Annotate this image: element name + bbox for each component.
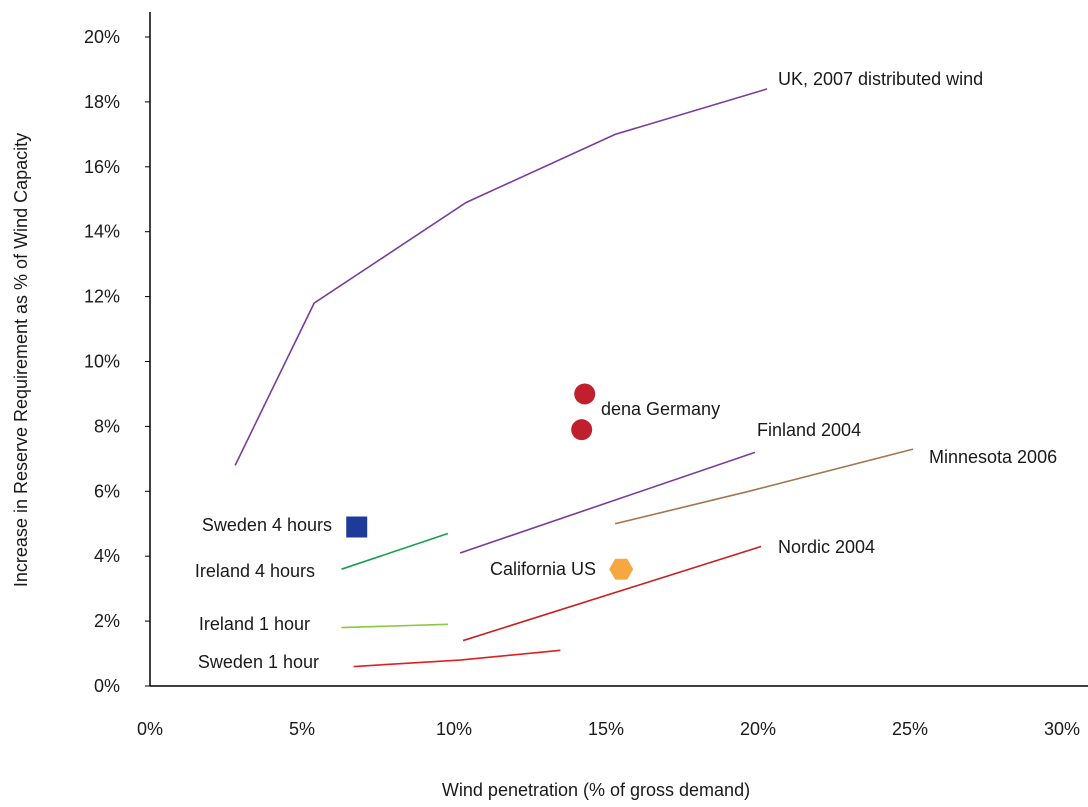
series-line-sweden-1-hour [353, 649, 561, 668]
series-label-ireland-1-hour: Ireland 1 hour [199, 614, 310, 634]
y-tick-label: 6% [94, 481, 120, 501]
x-tick-label: 15% [588, 719, 624, 739]
series-line-finland-2004 [459, 451, 756, 554]
y-tick-label: 4% [94, 546, 120, 566]
series-labels: UK, 2007 distributed wind Finland 2004 Min… [195, 69, 1057, 672]
y-tick-label: 10% [84, 352, 120, 372]
x-tick-label: 20% [740, 719, 776, 739]
x-tick-label: 0% [137, 719, 163, 739]
series-label-sweden-4-hours: Sweden 4 hours [202, 515, 332, 535]
y-tick-label: 2% [94, 611, 120, 631]
series-label-minnesota-2006: Minnesota 2006 [929, 447, 1057, 467]
series-label-dena-germany: dena Germany [601, 399, 720, 419]
y-tick-label: 12% [84, 287, 120, 307]
point-dena-germany [571, 419, 593, 441]
series-label-uk-2007-distributed-wind: UK, 2007 distributed wind [778, 69, 983, 89]
series-line-ireland-4-hours [341, 532, 449, 570]
series-marks [234, 88, 914, 668]
axes: 0% 2% 4% 6% 8% 10% 12% 14% 16% 18% 20% 0% 5% 10% 15% 20… [84, 12, 1088, 739]
series-line-minnesota-2006 [614, 448, 914, 525]
y-axis-title: Increase in Reserve Requirement as % of … [11, 133, 31, 587]
series-line-nordic-2004 [462, 545, 762, 642]
y-tick-label: 8% [94, 416, 120, 436]
y-tick-label: 16% [84, 157, 120, 177]
y-tick-label: 18% [84, 92, 120, 112]
x-tick-label: 25% [892, 719, 928, 739]
x-tick-label: 30% [1044, 719, 1080, 739]
series-label-ireland-4-hours: Ireland 4 hours [195, 561, 315, 581]
x-tick-label: 5% [289, 719, 315, 739]
point-california-us [609, 558, 634, 580]
series-line-ireland-1-hour [341, 623, 448, 629]
series-label-sweden-1-hour: Sweden 1 hour [198, 652, 319, 672]
series-label-california-us: California US [490, 559, 596, 579]
series-label-finland-2004: Finland 2004 [757, 420, 861, 440]
x-axis-title: Wind penetration (% of gross demand) [442, 780, 750, 800]
y-tick-label: 14% [84, 222, 120, 242]
series-line-uk-2007-distributed-wind [234, 88, 768, 466]
x-tick-label: 10% [436, 719, 472, 739]
y-tick-label: 20% [84, 27, 120, 47]
point-dena-germany [574, 383, 596, 405]
series-label-nordic-2004: Nordic 2004 [778, 537, 875, 557]
point-sweden-4-hours [346, 516, 368, 538]
y-tick-label: 0% [94, 676, 120, 696]
